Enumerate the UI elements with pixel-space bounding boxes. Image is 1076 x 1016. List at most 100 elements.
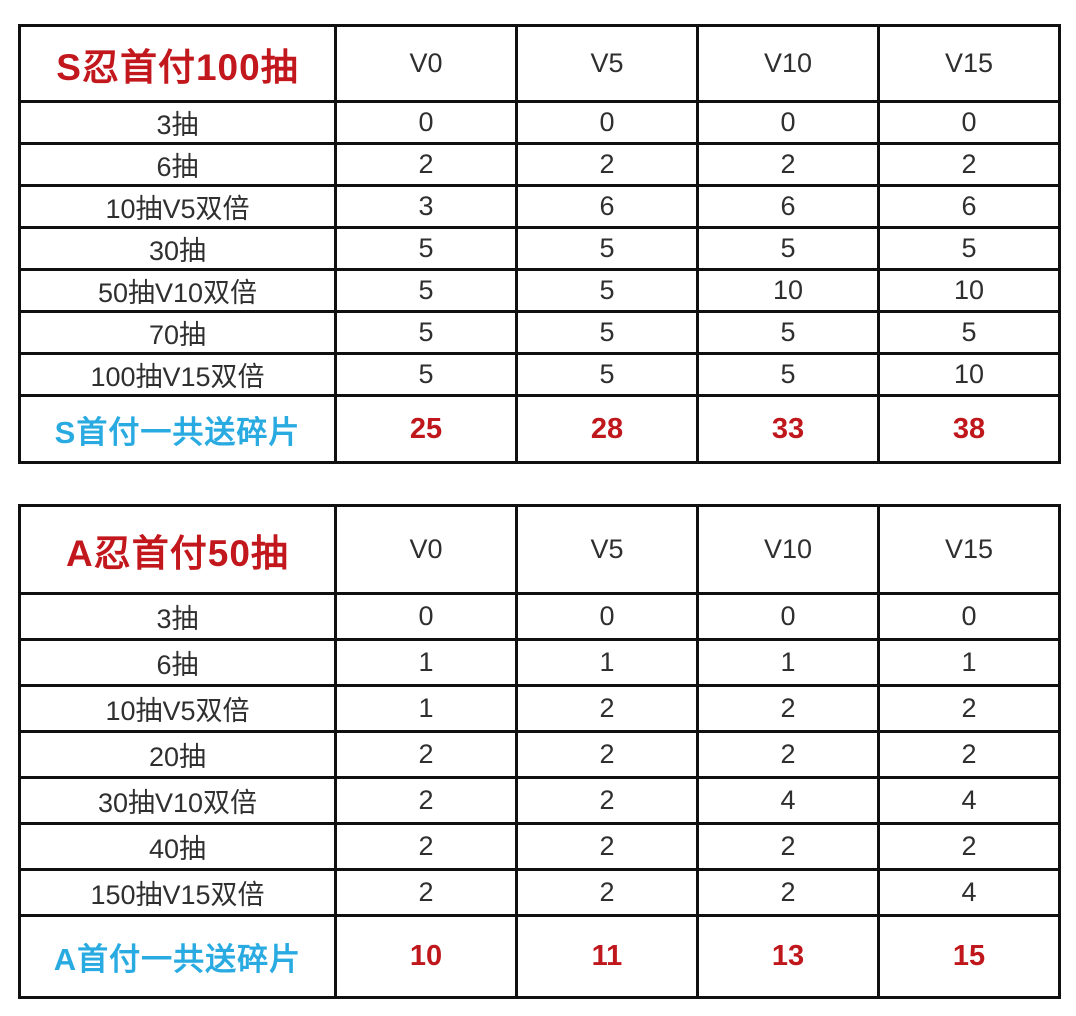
summary-value: 38 (877, 394, 1061, 464)
value-cell: 5 (515, 352, 699, 397)
value-cell: 2 (696, 142, 880, 187)
column-header: V0 (334, 504, 518, 595)
table-row: 30抽 5 5 5 5 (18, 226, 1061, 271)
value-cell: 5 (334, 352, 518, 397)
value-cell: 5 (334, 310, 518, 355)
value-cell: 6 (877, 184, 1061, 229)
value-cell: 1 (877, 638, 1061, 687)
value-cell: 5 (696, 310, 880, 355)
header-row: S忍首付100抽 V0 V5 V10 V15 (18, 24, 1061, 103)
value-cell: 1 (515, 638, 699, 687)
table-row: 20抽 2 2 2 2 (18, 730, 1061, 779)
value-cell: 5 (334, 268, 518, 313)
table-row: 6抽 1 1 1 1 (18, 638, 1061, 687)
value-cell: 2 (334, 142, 518, 187)
value-cell: 0 (515, 592, 699, 641)
value-cell: 2 (515, 730, 699, 779)
value-cell: 5 (334, 226, 518, 271)
value-cell: 2 (877, 684, 1061, 733)
summary-value: 33 (696, 394, 880, 464)
row-label: 30抽V10双倍 (18, 776, 337, 825)
summary-row: A首付一共送碎片 10 11 13 15 (18, 914, 1061, 999)
header-row: A忍首付50抽 V0 V5 V10 V15 (18, 504, 1061, 595)
value-cell: 5 (877, 310, 1061, 355)
value-cell: 2 (515, 868, 699, 917)
row-label: 6抽 (18, 638, 337, 687)
table-title: A忍首付50抽 (18, 504, 337, 595)
value-cell: 2 (515, 776, 699, 825)
table-row: 3抽 0 0 0 0 (18, 100, 1061, 145)
row-label: 20抽 (18, 730, 337, 779)
value-cell: 10 (696, 268, 880, 313)
value-cell: 1 (334, 684, 518, 733)
table-row: 10抽V5双倍 1 2 2 2 (18, 684, 1061, 733)
summary-label: A首付一共送碎片 (18, 914, 337, 999)
summary-value: 28 (515, 394, 699, 464)
summary-value: 25 (334, 394, 518, 464)
value-cell: 1 (334, 638, 518, 687)
value-cell: 0 (696, 592, 880, 641)
row-label: 10抽V5双倍 (18, 184, 337, 229)
value-cell: 5 (515, 268, 699, 313)
row-label: 10抽V5双倍 (18, 684, 337, 733)
value-cell: 5 (515, 310, 699, 355)
column-header: V10 (696, 24, 880, 103)
column-header: V15 (877, 24, 1061, 103)
table-row: 40抽 2 2 2 2 (18, 822, 1061, 871)
value-cell: 0 (334, 100, 518, 145)
column-header: V5 (515, 24, 699, 103)
value-cell: 0 (515, 100, 699, 145)
summary-value: 13 (696, 914, 880, 999)
value-cell: 4 (696, 776, 880, 825)
table-row: 3抽 0 0 0 0 (18, 592, 1061, 641)
value-cell: 5 (696, 226, 880, 271)
table-row: 70抽 5 5 5 5 (18, 310, 1061, 355)
value-cell: 0 (877, 100, 1061, 145)
value-cell: 2 (334, 776, 518, 825)
row-label: 40抽 (18, 822, 337, 871)
value-cell: 2 (334, 730, 518, 779)
row-label: 6抽 (18, 142, 337, 187)
value-cell: 0 (696, 100, 880, 145)
column-header: V15 (877, 504, 1061, 595)
row-label: 50抽V10双倍 (18, 268, 337, 313)
value-cell: 2 (515, 822, 699, 871)
value-cell: 0 (877, 592, 1061, 641)
value-cell: 3 (334, 184, 518, 229)
value-cell: 6 (515, 184, 699, 229)
value-cell: 2 (515, 142, 699, 187)
row-label: 3抽 (18, 100, 337, 145)
summary-value: 15 (877, 914, 1061, 999)
row-label: 150抽V15双倍 (18, 868, 337, 917)
value-cell: 10 (877, 352, 1061, 397)
table-row: 50抽V10双倍 5 5 10 10 (18, 268, 1061, 313)
value-cell: 2 (877, 142, 1061, 187)
value-cell: 2 (696, 868, 880, 917)
row-label: 30抽 (18, 226, 337, 271)
value-cell: 2 (696, 730, 880, 779)
row-label: 100抽V15双倍 (18, 352, 337, 397)
value-cell: 2 (696, 822, 880, 871)
value-cell: 2 (877, 822, 1061, 871)
summary-value: 11 (515, 914, 699, 999)
value-cell: 2 (334, 868, 518, 917)
value-cell: 2 (696, 684, 880, 733)
value-cell: 5 (515, 226, 699, 271)
value-cell: 2 (334, 822, 518, 871)
a-ninja-first-pay-table: A忍首付50抽 V0 V5 V10 V15 3抽 0 0 0 0 6抽 1 1 1 1 10抽V5双倍 1 2 2 2… (18, 504, 1061, 999)
column-header: V5 (515, 504, 699, 595)
table-row: 150抽V15双倍 2 2 2 4 (18, 868, 1061, 917)
value-cell: 4 (877, 776, 1061, 825)
summary-label: S首付一共送碎片 (18, 394, 337, 464)
s-ninja-first-pay-table: S忍首付100抽 V0 V5 V10 V15 3抽 0 0 0 0 6抽 2 2 2 2 10抽V5双倍 3 6 6… (18, 24, 1061, 464)
column-header: V0 (334, 24, 518, 103)
value-cell: 5 (877, 226, 1061, 271)
value-cell: 2 (515, 684, 699, 733)
summary-row: S首付一共送碎片 25 28 33 38 (18, 394, 1061, 464)
value-cell: 1 (696, 638, 880, 687)
value-cell: 2 (877, 730, 1061, 779)
table-row: 100抽V15双倍 5 5 5 10 (18, 352, 1061, 397)
value-cell: 10 (877, 268, 1061, 313)
row-label: 3抽 (18, 592, 337, 641)
